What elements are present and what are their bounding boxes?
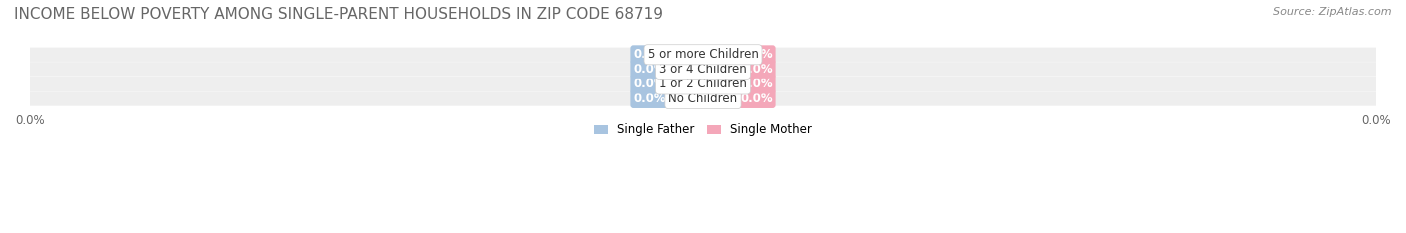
FancyBboxPatch shape xyxy=(17,62,1389,76)
Text: 0.0%: 0.0% xyxy=(740,92,773,105)
Text: 1 or 2 Children: 1 or 2 Children xyxy=(659,77,747,90)
FancyBboxPatch shape xyxy=(669,51,706,59)
Text: 0.0%: 0.0% xyxy=(633,63,666,76)
FancyBboxPatch shape xyxy=(700,51,737,59)
Text: 0.0%: 0.0% xyxy=(633,48,666,61)
Text: INCOME BELOW POVERTY AMONG SINGLE-PARENT HOUSEHOLDS IN ZIP CODE 68719: INCOME BELOW POVERTY AMONG SINGLE-PARENT… xyxy=(14,7,664,22)
FancyBboxPatch shape xyxy=(669,65,706,73)
Text: 0.0%: 0.0% xyxy=(740,48,773,61)
FancyBboxPatch shape xyxy=(669,94,706,103)
Text: 0.0%: 0.0% xyxy=(740,77,773,90)
FancyBboxPatch shape xyxy=(17,48,1389,62)
Text: 3 or 4 Children: 3 or 4 Children xyxy=(659,63,747,76)
Text: Source: ZipAtlas.com: Source: ZipAtlas.com xyxy=(1274,7,1392,17)
FancyBboxPatch shape xyxy=(17,77,1389,91)
FancyBboxPatch shape xyxy=(17,91,1389,106)
Text: 0.0%: 0.0% xyxy=(633,77,666,90)
FancyBboxPatch shape xyxy=(700,65,737,73)
FancyBboxPatch shape xyxy=(700,80,737,88)
Legend: Single Father, Single Mother: Single Father, Single Mother xyxy=(589,119,817,141)
FancyBboxPatch shape xyxy=(669,80,706,88)
Text: No Children: No Children xyxy=(668,92,738,105)
Text: 5 or more Children: 5 or more Children xyxy=(648,48,758,61)
Text: 0.0%: 0.0% xyxy=(740,63,773,76)
FancyBboxPatch shape xyxy=(700,94,737,103)
Text: 0.0%: 0.0% xyxy=(633,92,666,105)
